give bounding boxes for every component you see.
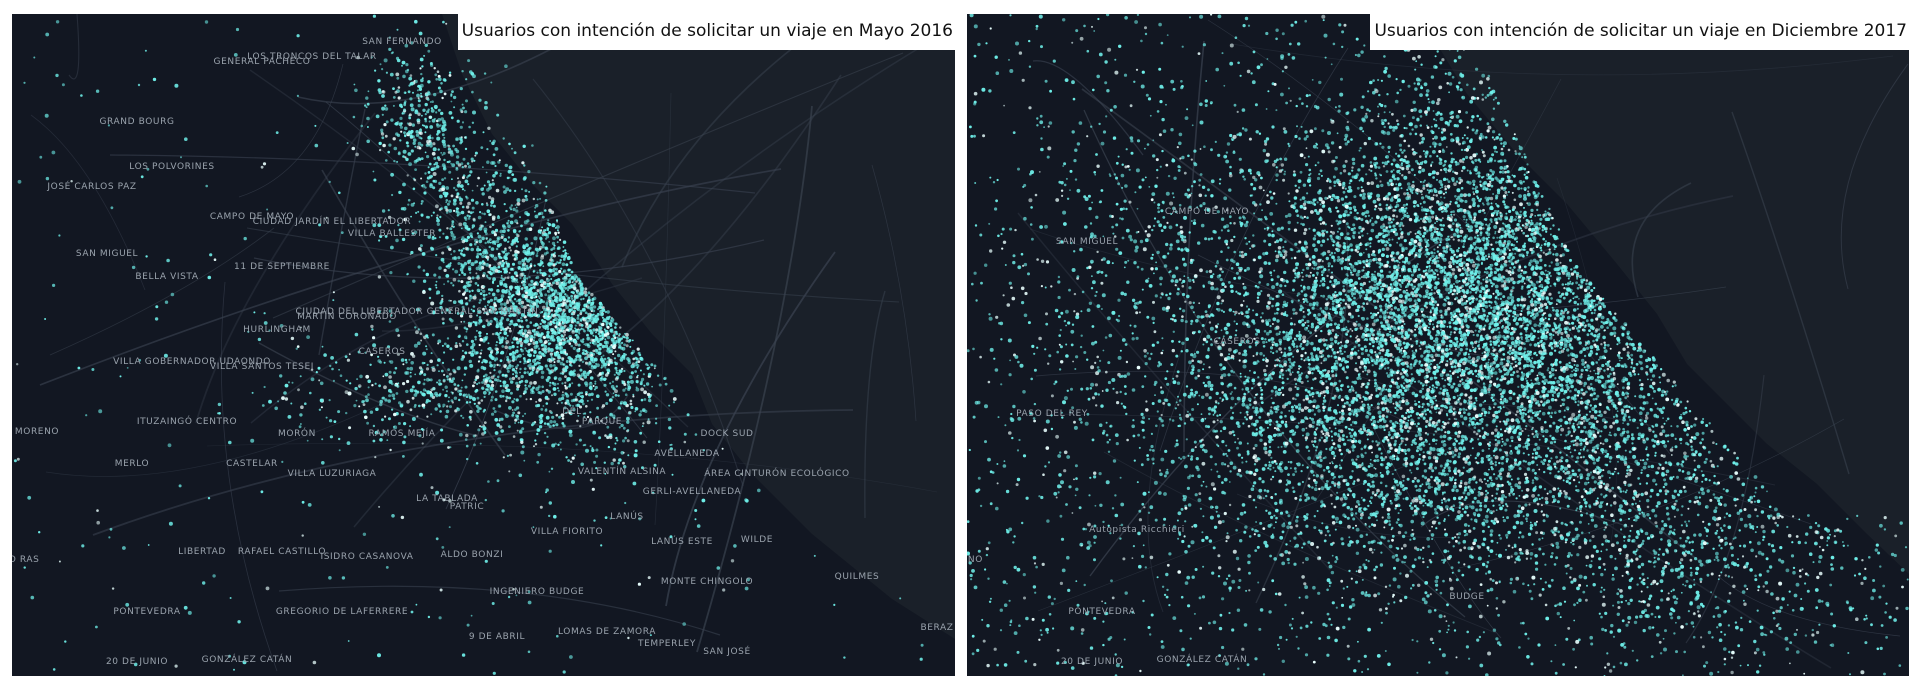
map-canvas-dec-2017: CAMPO DE MAYO PASO DEL REY PONTEVEDRA 20 DE… [967, 14, 1909, 676]
place-label: LANÚS ESTE [651, 535, 713, 547]
place-label: VALENTÍN ALSINA [578, 465, 667, 477]
place-label: LA TABLADA [416, 494, 478, 504]
place-label: VILLA SANTOS TESEI [210, 362, 314, 372]
place-label: INGENIERO BUDGE [490, 587, 585, 597]
place-label: 20 DE JUNIO [106, 657, 168, 667]
map-title-dec-2017: Usuarios con intención de solicitar un v… [1370, 14, 1909, 50]
place-label: VILLA FIORITO [531, 527, 603, 537]
place-label: PONTEVEDRA [113, 607, 180, 617]
place-label: 20 DE JUNIO [1061, 657, 1123, 667]
place-label: ANO [967, 555, 983, 565]
place-label: ANO RAS [12, 555, 39, 565]
place-label: PARQUE [582, 417, 622, 427]
place-label: SAN JOSÉ [703, 645, 751, 657]
place-label: CAMPO DE MAYO [1165, 207, 1249, 217]
map-panel-dec-2017: CAMPO DE MAYO PASO DEL REY PONTEVEDRA 20 DE… [967, 14, 1909, 676]
place-label: VILLA BALLESTER [348, 229, 436, 239]
place-label: AVELLANEDA [654, 449, 719, 459]
place-label: BELLA VISTA [135, 272, 198, 282]
place-label: JOSÉ CARLOS PAZ [46, 180, 136, 192]
place-label: DOCK SUD [700, 429, 753, 439]
place-label: MONTE CHINGOLO [661, 577, 753, 587]
place-label: LANÚS [610, 510, 643, 522]
place-label: TEMPERLEY [637, 639, 696, 649]
place-label: WILDE [741, 535, 773, 545]
place-label: BERAZ [920, 623, 953, 633]
place-label: CASEROS [358, 347, 405, 357]
place-label: HURLINGHAM [243, 325, 311, 335]
place-label: 11 DE SEPTIEMBRE [234, 262, 330, 272]
place-label: CASTELAR [226, 459, 278, 469]
place-label: RAMOS MEJÍA [369, 427, 436, 439]
place-label: GREGORIO DE LAFERRERE [276, 607, 408, 617]
place-label: ITUZAINGÓ CENTRO [137, 415, 237, 427]
place-label: PONTEVEDRA [1068, 607, 1135, 617]
place-label: PATRIC [450, 502, 485, 512]
river-plate-water [442, 14, 955, 639]
place-label: VILLA LUZURIAGA [288, 469, 377, 479]
place-label: GONZÁLEZ CATÁN [202, 653, 293, 665]
place-label: QUILMES [835, 572, 880, 582]
place-label: MORENO [15, 427, 59, 437]
place-label: MERLO [115, 459, 149, 469]
place-label: CIUDAD JARDÍN EL LIBERTADOR [253, 215, 411, 227]
place-labels: CAMPO DE MAYO PASO DEL REY PONTEVEDRA 20 DE… [967, 207, 1484, 667]
place-label: ALDO BONZI [441, 550, 504, 560]
place-label: LOS TRONCOS DEL TALAR [247, 52, 377, 62]
place-label: ÁREA CINTURÓN ECOLÓGICO [704, 467, 849, 479]
place-label: LOS POLVORINES [129, 162, 214, 172]
place-label: PASO DEL REY [1016, 409, 1088, 419]
ride-request-points-may-2016 [13, 14, 924, 675]
place-label: GERLI-AVELLANEDA [643, 487, 742, 497]
place-label: 9 DE ABRIL [469, 632, 525, 642]
place-label: DEL [562, 407, 581, 417]
place-label: Autopista Ricchieri [1089, 525, 1185, 535]
place-label: RAFAEL CASTILLO [238, 547, 326, 557]
place-label: CASEROS [1213, 337, 1260, 347]
map-panel-may-2016: SAN FERNANDO GENERAL PACHECO LOS TRONCOS D… [12, 14, 955, 676]
map-title-may-2016: Usuarios con intención de solicitar un v… [457, 14, 955, 50]
place-label: ISIDRO CASANOVA [320, 552, 413, 562]
place-label: CIUDAD DEL LIBERTADOR GENERAL SAN MARTÍN [296, 305, 539, 317]
place-label: LIBERTAD [178, 547, 226, 557]
ride-request-points-dec-2017 [967, 14, 1909, 676]
place-label: CAMPO DE MAYO [210, 212, 294, 222]
place-label: GONZÁLEZ CATÁN [1157, 653, 1248, 665]
place-label: SAN MIGUEL [76, 249, 138, 259]
place-label: BUDGE [1449, 592, 1484, 602]
place-label: SAN MIGUEL [1056, 237, 1118, 247]
place-label: SAN FERNANDO [362, 37, 442, 47]
river-plate-water [1407, 14, 1909, 574]
place-label: VILLA GOBERNADOR UDAONDO [113, 357, 271, 367]
place-label: LOMAS DE ZAMORA [558, 627, 656, 637]
place-label: GENERAL PACHECO [214, 57, 311, 67]
place-label: MORÓN [278, 427, 316, 439]
place-label: MARTÍN CORONADO [297, 310, 397, 322]
place-label: GRAND BOURG [99, 117, 174, 127]
